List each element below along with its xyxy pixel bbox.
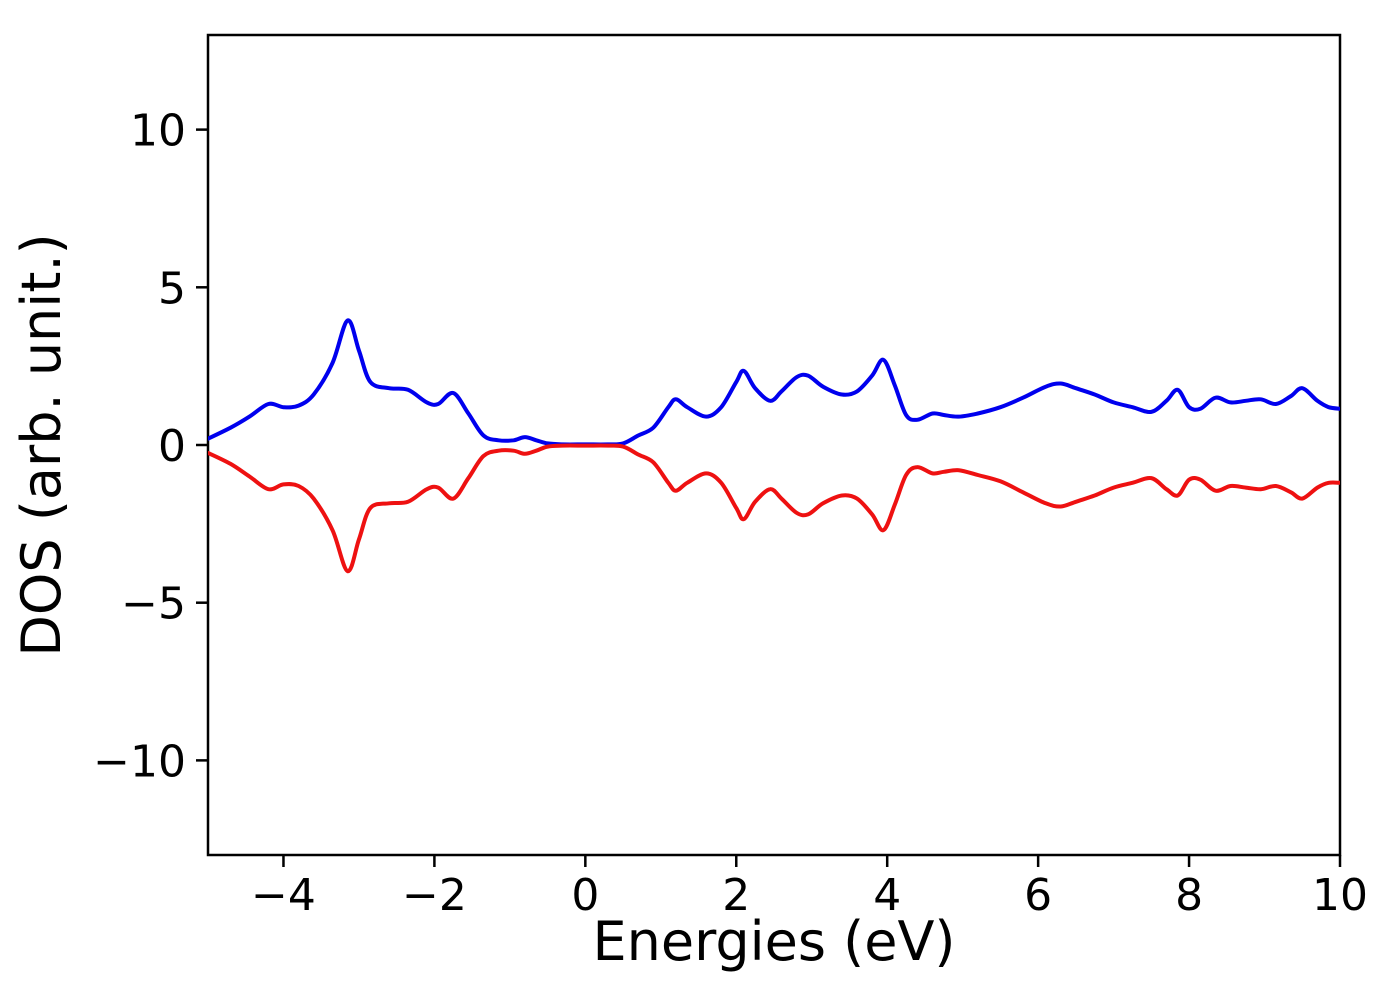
x-tick-label: 4 bbox=[873, 870, 901, 921]
spin-down-dos-line bbox=[208, 443, 1340, 574]
y-tick-label: 0 bbox=[158, 421, 186, 472]
x-tick-label: 6 bbox=[1024, 870, 1052, 921]
x-tick-label: 0 bbox=[571, 870, 599, 921]
x-tick-label: 10 bbox=[1312, 870, 1368, 921]
plot-series-group bbox=[208, 318, 1340, 574]
x-tick-label: 8 bbox=[1175, 870, 1203, 921]
x-axis-label: Energies (eV) bbox=[593, 910, 956, 973]
spin-up-dos-line bbox=[208, 318, 1340, 447]
x-tick-label: 2 bbox=[722, 870, 750, 921]
x-axis-ticks: −4 −2 0 2 4 6 8 10 bbox=[251, 855, 1368, 921]
y-tick-label: −5 bbox=[121, 579, 186, 630]
y-axis-label: DOS (arb. unit.) bbox=[10, 233, 73, 656]
y-tick-label: 10 bbox=[130, 106, 186, 157]
plot-frame bbox=[206, 33, 1342, 857]
y-axis-ticks: −10 −5 0 5 10 bbox=[93, 106, 208, 787]
y-tick-label: −10 bbox=[93, 736, 186, 787]
x-tick-label: −2 bbox=[402, 870, 467, 921]
x-tick-label: −4 bbox=[251, 870, 316, 921]
y-tick-label: 5 bbox=[158, 263, 186, 314]
